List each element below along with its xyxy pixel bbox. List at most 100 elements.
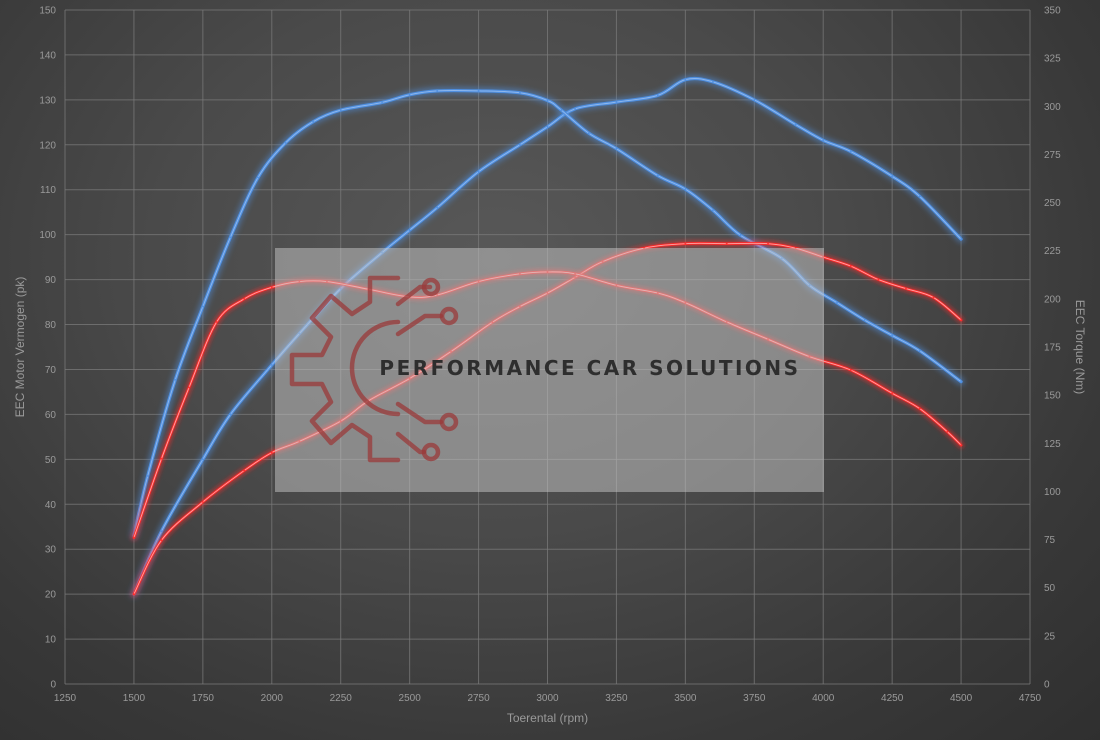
data-point [725,242,728,245]
y2-tick-label: 50 [1044,583,1056,594]
data-point [188,386,190,389]
axes: 1250 1500 1750 2000 2250 2500 2750 3000 3250 3500… [13,6,1087,726]
x-tick-label: 4750 [1019,693,1042,704]
y-tick-label: 130 [39,95,56,106]
data-point [615,147,618,150]
y-tick-label: 110 [40,185,56,196]
y2-axis-title: EEC Torque (Nm) [1073,300,1087,394]
data-point [932,296,935,299]
data-point [684,78,687,81]
data-point [436,206,439,209]
x-tick-label: 4250 [881,693,904,704]
data-point [684,242,687,245]
data-point [891,175,894,178]
data-point [160,539,163,542]
y2-tick-label: 25 [1044,631,1056,642]
data-point [656,174,659,177]
y-tick-label: 60 [45,410,57,421]
data-point [284,141,287,144]
y-tick-label: 30 [45,545,57,556]
y2-tick-label: 125 [1044,439,1061,450]
data-point [477,170,480,173]
x-tick-label: 2750 [467,693,490,704]
data-point [339,109,342,112]
data-point [918,349,921,352]
data-point [849,150,852,153]
data-point [753,98,756,101]
gear-logo-icon [289,275,459,463]
data-point [312,120,315,123]
y2-tick-label: 150 [1044,391,1061,402]
x-tick-label: 3000 [536,693,559,704]
x-tick-label: 2500 [399,693,422,704]
data-point [767,242,769,245]
y2-tick-label: 250 [1044,198,1061,209]
data-point [201,501,204,503]
data-point [560,109,563,112]
data-point [270,451,273,454]
data-point [546,99,549,102]
data-point [477,89,480,92]
data-point [891,392,894,395]
data-point [891,334,894,337]
data-point [877,278,880,281]
data-point [408,229,411,232]
y-tick-label: 100 [39,230,56,241]
y-tick-label: 140 [39,50,56,61]
x-tick-label: 2000 [261,693,284,704]
y-tick-label: 120 [39,140,56,151]
y2-tick-label: 350 [1044,6,1061,17]
data-point [960,319,962,321]
data-point [918,407,921,410]
data-point [739,234,742,237]
y-tick-label: 10 [45,635,57,646]
y2-tick-label: 300 [1044,102,1061,113]
y-tick-label: 20 [45,590,57,601]
x-tick-label: 1250 [54,693,77,704]
data-point [574,107,576,110]
y-tick-label: 0 [50,680,56,691]
y-tick-label: 70 [45,365,57,376]
data-point [243,469,246,472]
data-point [712,209,714,212]
x-tick-label: 1750 [192,693,215,704]
data-point [215,321,218,323]
x-tick-label: 1500 [123,693,146,704]
y2-tick-label: 225 [1044,246,1061,257]
data-point [615,101,618,104]
data-point [546,125,549,128]
y2-tick-label: 0 [1044,680,1050,691]
data-point [587,132,590,135]
y-tick-label: 150 [39,6,56,17]
y-tick-label: 40 [45,500,57,511]
data-point [960,380,962,383]
x-tick-label: 4500 [950,693,973,704]
data-point [174,378,177,381]
logo-text: PERFORMANCE CAR SOLUTIONS [379,356,800,380]
data-point [946,430,949,433]
data-point [822,139,825,142]
y2-tick-label: 200 [1044,294,1061,305]
x-tick-label: 3250 [605,693,628,704]
data-point [519,91,521,94]
y2-tick-label: 275 [1044,150,1061,161]
data-point [133,536,135,539]
data-point [381,101,383,104]
y-tick-label: 50 [45,455,57,466]
data-point [684,188,687,190]
data-point [146,475,149,477]
data-point [229,413,232,416]
y-axis-title: EEC Motor Vermogen (pk) [13,277,27,418]
data-point [794,123,797,126]
data-point [160,530,163,533]
data-point [519,143,521,146]
data-point [436,89,439,92]
data-point [270,286,273,289]
data-point [133,593,135,596]
data-point [960,238,962,241]
data-point [243,297,246,300]
series-1 [130,74,965,598]
data-point [836,301,838,304]
data-point [849,265,852,268]
